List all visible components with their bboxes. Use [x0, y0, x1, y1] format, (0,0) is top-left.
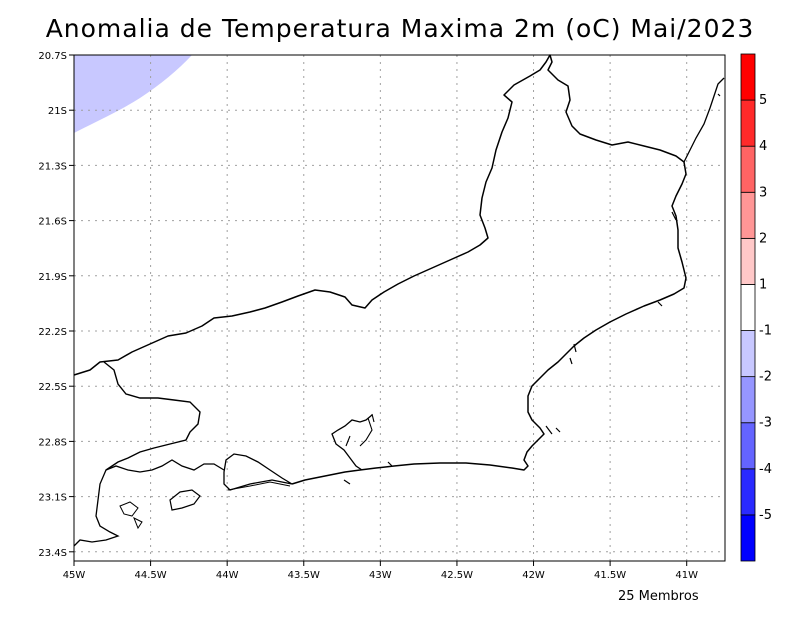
colorbar-segment	[740, 422, 756, 470]
tick-label-lat: 21.9S	[38, 272, 67, 283]
guanabara-bay	[331, 414, 373, 471]
tick-label-lon: 44.5W	[135, 570, 167, 581]
tick-label-lat: 22.5S	[38, 382, 67, 393]
marambaia	[227, 481, 291, 491]
colorbar-segment	[740, 99, 756, 147]
tick-label-lon: 44W	[216, 570, 239, 581]
tick-label-lon: 43.5W	[288, 570, 320, 581]
tick-label-lat: 21.3S	[38, 161, 67, 172]
espirito-santo-coast	[683, 77, 725, 163]
anomaly-region	[74, 55, 192, 133]
tick-label-lat: 20.7S	[38, 51, 67, 62]
tick-label-lon: 42W	[522, 570, 545, 581]
map-frame	[73, 54, 726, 562]
sepetiba-bay	[223, 453, 293, 491]
colorbar-label: -4	[759, 462, 772, 477]
colorbar-segment	[740, 145, 756, 193]
colorbar: -5 -4 -3 -2 -1 1 2 3 4 5	[740, 53, 772, 562]
sp-boundary	[103, 361, 201, 471]
colorbar-segment	[740, 284, 756, 331]
colorbar-label: 1	[759, 277, 767, 292]
members-note: 25 Membros	[618, 589, 699, 604]
colorbar-label: -3	[759, 416, 772, 431]
tick-label-lat: 22.2S	[38, 327, 67, 338]
colorbar-label: -1	[759, 324, 772, 339]
tick-label-lon: 41.5W	[594, 570, 626, 581]
map-title: Anomalia de Temperatura Maxima 2m (oC) M…	[45, 14, 755, 43]
colorbar-label: -5	[759, 508, 772, 523]
tick-label-lat: 23.1S	[38, 493, 67, 504]
colorbar-label: 4	[759, 139, 767, 154]
colorbar-segment	[740, 330, 756, 378]
colorbar-segment	[740, 514, 756, 562]
small-islands	[119, 501, 143, 530]
axis-ticks: 45W 44.5W 44W 43.5W 43W 42.5W 42W 41.5W 41W 20.7S…	[38, 51, 698, 581]
angra-coastline	[73, 459, 225, 547]
tick-label-lat: 21.6S	[38, 217, 67, 228]
coastal-islands	[343, 93, 721, 485]
colorbar-segment	[740, 237, 756, 285]
colorbar-label: -2	[759, 370, 772, 385]
grid-lines	[74, 55, 725, 561]
tick-label-lat: 23.4S	[38, 548, 67, 559]
tick-label-lon: 42.5W	[441, 570, 473, 581]
colorbar-segment	[740, 191, 756, 239]
tick-label-lon: 41W	[675, 570, 698, 581]
state-boundary	[73, 54, 687, 485]
colorbar-segment	[740, 376, 756, 424]
tick-label-lat: 22.8S	[38, 437, 67, 448]
bay-islands	[345, 413, 375, 447]
ilha-grande	[169, 489, 201, 511]
colorbar-segment	[740, 468, 756, 516]
tick-label-lat: 21S	[48, 106, 67, 117]
tick-label-lon: 45W	[63, 570, 86, 581]
colorbar-label: 3	[759, 185, 767, 200]
colorbar-segment	[740, 53, 756, 101]
colorbar-label: 2	[759, 231, 767, 246]
colorbar-label: 5	[759, 93, 767, 108]
tick-label-lon: 43W	[369, 570, 392, 581]
